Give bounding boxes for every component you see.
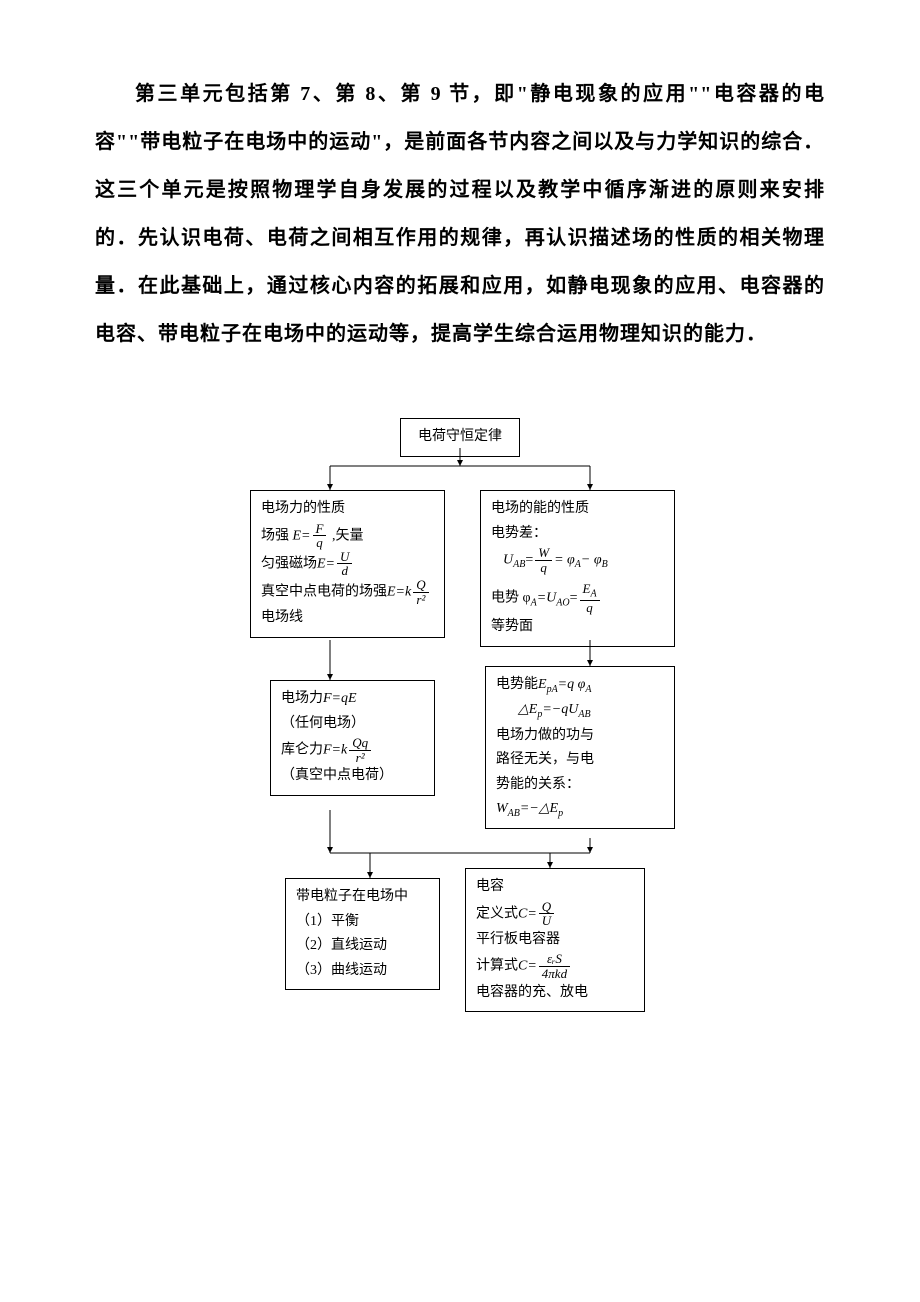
text: 电场力的性质 bbox=[261, 497, 434, 522]
text: （1）平衡 bbox=[296, 910, 429, 935]
text: UAB=Wq= φA− φB bbox=[491, 546, 664, 574]
node-top: 电荷守恒定律 bbox=[400, 418, 520, 457]
node-left-c: 带电粒子在电场中 （1）平衡 （2）直线运动 （3）曲线运动 bbox=[285, 878, 440, 990]
text: 电容 bbox=[476, 875, 634, 900]
text: 带电粒子在电场中 bbox=[296, 885, 429, 910]
text: （2）直线运动 bbox=[296, 934, 429, 959]
text: WAB=−△Ep bbox=[496, 797, 664, 822]
node-right-b: 电势能EpA=q φA △Ep=−qUAB 电场力做的功与 路径无关，与电 势能… bbox=[485, 666, 675, 829]
text: △Ep=−qUAB bbox=[496, 698, 664, 723]
text: 电势差： bbox=[491, 522, 664, 547]
text: 电场线 bbox=[261, 606, 434, 631]
text: 电场力做的功与 bbox=[496, 724, 664, 749]
text: （真空中点电荷） bbox=[281, 764, 424, 789]
node-left-b: 电场力F=qE （任何电场） 库仑力F=kQqr² （真空中点电荷） bbox=[270, 680, 435, 796]
text: 电场力F=qE bbox=[281, 687, 424, 712]
text: 真空中点电荷的场强E=kQr² bbox=[261, 578, 434, 606]
text: 电势 φA=UAO=EAq bbox=[491, 582, 664, 615]
node-top-label: 电荷守恒定律 bbox=[418, 429, 502, 444]
text: 匀强磁场E=Ud bbox=[261, 550, 434, 578]
text: （3）曲线运动 bbox=[296, 959, 429, 984]
text: 电势能EpA=q φA bbox=[496, 673, 664, 698]
node-right-c: 电容 定义式C=QU 平行板电容器 计算式C=εᵣS4πkd 电容器的充、放电 bbox=[465, 868, 645, 1012]
text: 势能的关系： bbox=[496, 773, 664, 798]
node-right-a: 电场的能的性质 电势差： UAB=Wq= φA− φB 电势 φA=UAO=EA… bbox=[480, 490, 675, 647]
paragraph-2: 这三个单元是按照物理学自身发展的过程以及教学中循序渐进的原则来安排的．先认识电荷… bbox=[95, 166, 825, 358]
concept-flowchart: 电荷守恒定律 电场力的性质 场强 E=Fq ,矢量 匀强磁场E=Ud 真空中点电… bbox=[210, 418, 710, 1058]
text: 路径无关，与电 bbox=[496, 748, 664, 773]
text: 平行板电容器 bbox=[476, 928, 634, 953]
text: 场强 E=Fq ,矢量 bbox=[261, 522, 434, 550]
node-left-a: 电场力的性质 场强 E=Fq ,矢量 匀强磁场E=Ud 真空中点电荷的场强E=k… bbox=[250, 490, 445, 638]
text: 计算式C=εᵣS4πkd bbox=[476, 952, 634, 980]
text: 电容器的充、放电 bbox=[476, 981, 634, 1006]
text: 定义式C=QU bbox=[476, 900, 634, 928]
paragraph-1: 第三单元包括第 7、第 8、第 9 节，即"静电现象的应用""电容器的电容""带… bbox=[95, 70, 825, 166]
text: 库仑力F=kQqr² bbox=[281, 736, 424, 764]
text: 等势面 bbox=[491, 615, 664, 640]
text: （任何电场） bbox=[281, 712, 424, 737]
text: 电场的能的性质 bbox=[491, 497, 664, 522]
